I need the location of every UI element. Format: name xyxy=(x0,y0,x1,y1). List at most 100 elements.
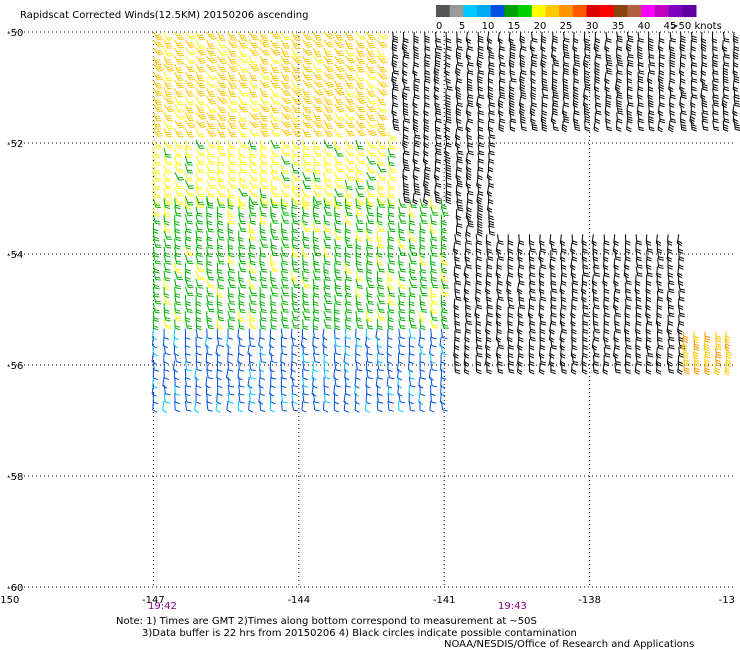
wind-barb xyxy=(355,172,363,183)
wind-barb xyxy=(603,314,610,326)
wind-barb xyxy=(206,294,214,306)
wind-barb xyxy=(323,112,334,121)
wind-barb xyxy=(626,64,633,76)
wind-barb xyxy=(518,274,525,286)
wind-barb xyxy=(259,270,267,282)
wind-barb xyxy=(238,246,245,258)
wind-barb xyxy=(344,336,351,348)
wind-barb xyxy=(507,234,514,246)
wind-barb xyxy=(430,360,438,372)
wind-barb xyxy=(366,104,377,113)
wind-barb xyxy=(270,376,276,389)
wind-barb xyxy=(669,48,676,60)
wind-barb xyxy=(656,338,664,350)
wind-barb xyxy=(163,120,174,130)
wind-barb xyxy=(408,206,416,218)
wind-barb xyxy=(259,96,270,105)
wind-barb xyxy=(488,217,495,228)
wind-barb xyxy=(430,230,438,241)
wind-barb xyxy=(195,393,201,405)
wind-barb xyxy=(206,147,215,158)
wind-barb xyxy=(195,120,207,129)
wind-barb xyxy=(163,278,170,291)
wind-barb xyxy=(529,314,536,326)
wind-barb xyxy=(163,214,170,226)
wind-barb xyxy=(475,363,482,375)
wind-barb xyxy=(311,384,317,397)
wind-barb xyxy=(216,311,225,322)
wind-barb xyxy=(488,144,495,156)
wind-barb xyxy=(434,152,442,164)
wind-barb xyxy=(174,401,181,413)
wind-barb xyxy=(724,363,731,376)
wind-barb xyxy=(408,401,416,412)
wind-barb xyxy=(366,188,375,198)
wind-barb xyxy=(334,376,341,388)
wind-barb xyxy=(291,246,299,258)
wind-barb xyxy=(408,254,417,265)
wind-barb xyxy=(440,400,448,412)
wind-barb xyxy=(280,401,288,412)
wind-barb xyxy=(704,331,711,343)
wind-barb xyxy=(413,160,420,172)
wind-barb xyxy=(163,311,171,322)
wind-barb xyxy=(592,363,599,375)
wind-barb xyxy=(334,147,344,157)
wind-barb xyxy=(430,319,439,329)
wind-barb xyxy=(270,72,279,82)
wind-barbs xyxy=(151,31,740,413)
wind-barb xyxy=(163,344,171,356)
wind-barb xyxy=(344,96,355,105)
wind-barb xyxy=(477,112,484,124)
wind-barb xyxy=(302,376,309,388)
wind-barb xyxy=(401,88,408,101)
wind-barb xyxy=(323,179,334,189)
wind-barb xyxy=(402,176,409,188)
time-label-left: 19:42 xyxy=(148,601,177,612)
wind-barb xyxy=(270,352,278,364)
wind-barb xyxy=(312,222,321,233)
wind-barb xyxy=(344,163,355,173)
wind-barb xyxy=(248,163,258,173)
wind-barb xyxy=(456,120,464,132)
wind-barb xyxy=(582,338,588,351)
wind-barb xyxy=(518,298,526,310)
y-tick-label: -54 xyxy=(7,250,23,261)
wind-barb xyxy=(408,295,415,307)
wind-barb xyxy=(238,172,246,183)
wind-barb xyxy=(163,112,173,122)
wind-barb xyxy=(312,112,322,122)
wind-barb xyxy=(444,144,450,157)
wind-barb xyxy=(413,136,420,148)
legend-tick-label: 35 xyxy=(612,21,625,32)
wind-barb xyxy=(355,88,365,98)
wind-barb xyxy=(174,139,184,149)
wind-barb xyxy=(616,64,623,75)
wind-barb xyxy=(280,384,287,397)
wind-barb xyxy=(434,39,443,51)
wind-barb xyxy=(184,368,191,380)
wind-barb xyxy=(280,47,290,58)
wind-barb xyxy=(195,384,201,397)
wind-barb xyxy=(689,112,696,125)
wind-barb xyxy=(387,319,394,331)
wind-barb xyxy=(323,254,331,266)
wind-barb xyxy=(541,104,547,116)
wind-barb xyxy=(387,171,397,181)
wind-barb xyxy=(206,368,214,380)
wind-barb xyxy=(419,222,426,234)
wind-barb xyxy=(424,31,430,44)
wind-barb xyxy=(323,401,329,413)
wind-barb xyxy=(302,63,313,73)
wind-barb xyxy=(280,254,289,266)
wind-barb xyxy=(658,88,665,100)
wind-barb xyxy=(486,242,493,254)
wind-barb xyxy=(376,120,386,130)
wind-barb xyxy=(454,136,461,149)
wind-barb xyxy=(302,196,311,206)
wind-barb xyxy=(690,64,697,76)
wind-barb xyxy=(549,234,555,246)
wind-barb xyxy=(562,112,570,124)
wind-barb xyxy=(152,303,160,314)
wind-barb xyxy=(572,39,578,52)
